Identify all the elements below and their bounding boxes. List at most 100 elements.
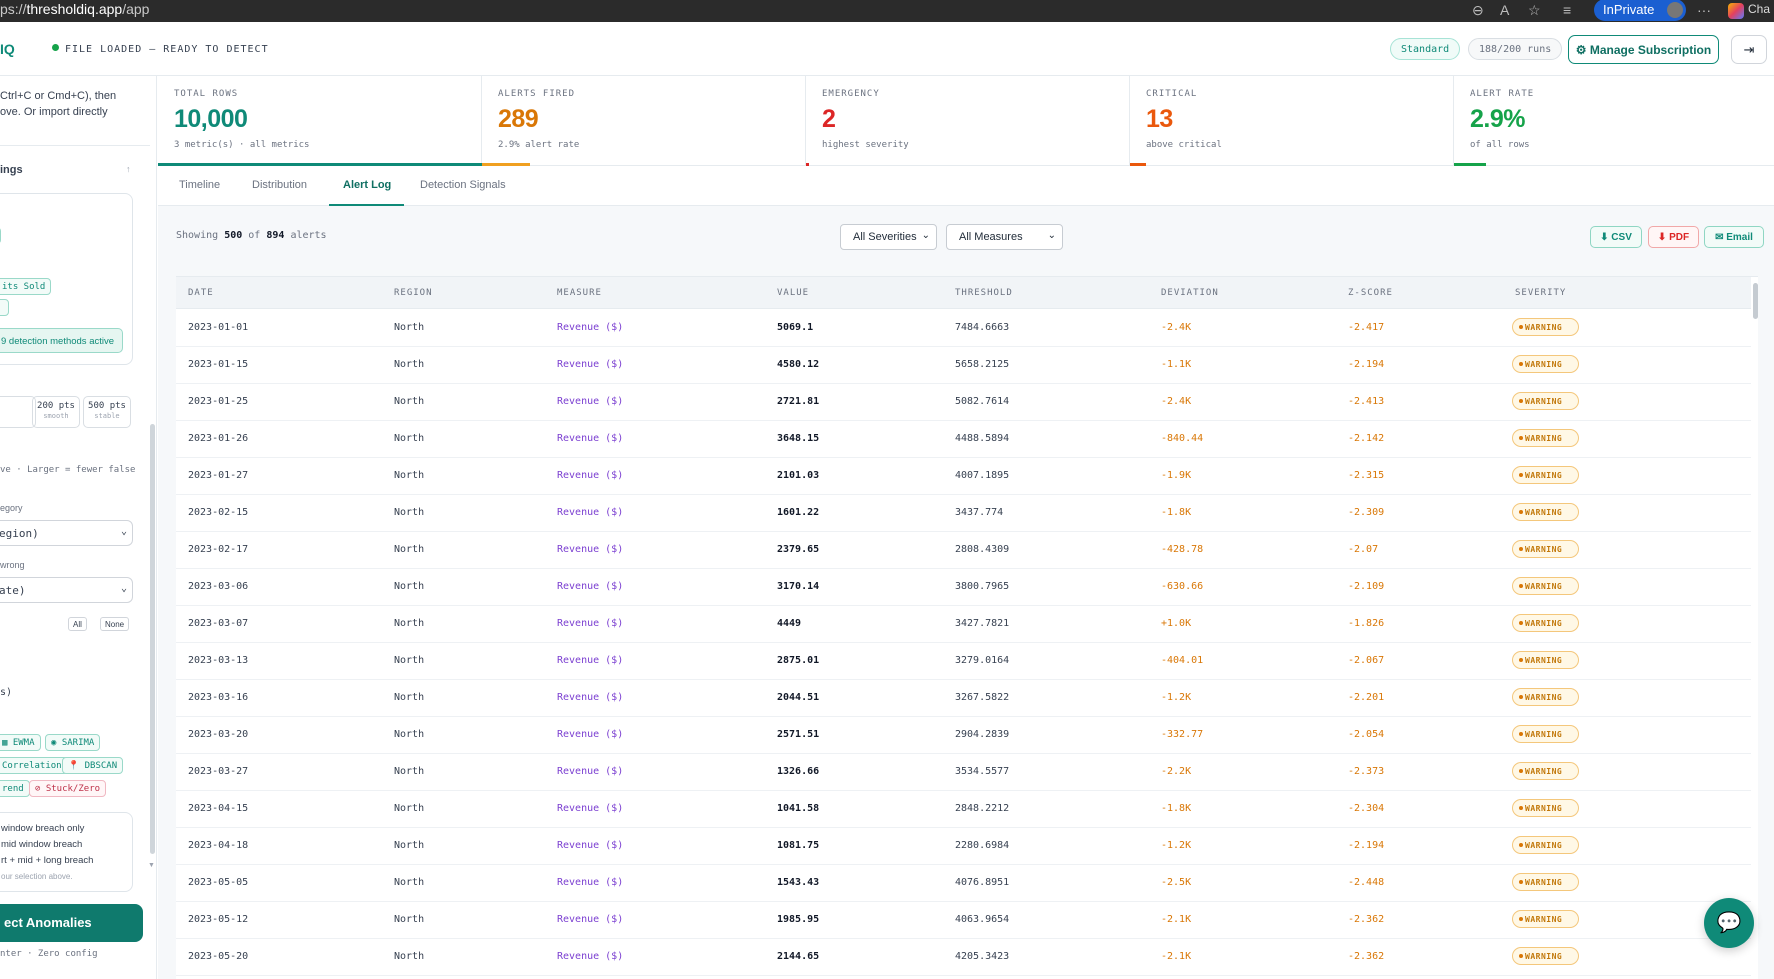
zoom-out-icon[interactable]: ⊖ xyxy=(1472,2,1484,18)
method-tag-sarima[interactable]: ◉ SARIMA xyxy=(45,734,101,751)
table-row[interactable]: 2023-05-05 North Revenue ($) 1543.43 4076.89… xyxy=(176,865,1751,902)
address-bar[interactable]: ps://thresholdiq.app/app xyxy=(0,1,149,17)
cell-measure[interactable]: Revenue ($) xyxy=(557,359,624,370)
severity-filter-select[interactable]: All Severities ⌄ xyxy=(840,224,937,250)
export-csv-button[interactable]: ⬇ CSV xyxy=(1590,226,1642,248)
table-row[interactable]: 2023-03-13 North Revenue ($) 2875.01 3279.01… xyxy=(176,643,1751,680)
col-header-value[interactable]: VALUE xyxy=(777,288,810,298)
cell-measure[interactable]: Revenue ($) xyxy=(557,507,624,518)
col-header-deviation[interactable]: DEVIATION xyxy=(1161,288,1219,298)
measure-filter-select[interactable]: All Measures ⌄ xyxy=(946,224,1063,250)
cell-measure[interactable]: Revenue ($) xyxy=(557,433,624,444)
metric-tag-cut[interactable] xyxy=(0,227,1,244)
url-prefix: ps:// xyxy=(0,1,27,17)
sidebar-scrollbar[interactable] xyxy=(150,424,155,854)
table-row[interactable]: 2023-01-26 North Revenue ($) 3648.15 4488.58… xyxy=(176,421,1751,458)
select-none-button[interactable]: None xyxy=(100,617,130,631)
breach-card: window breach only mid window breach rt … xyxy=(0,812,133,892)
chat-button[interactable]: 💬 xyxy=(1704,898,1754,948)
cell-value: 1601.22 xyxy=(777,507,820,518)
favorite-star-icon[interactable]: ☆ xyxy=(1528,2,1541,18)
table-row[interactable]: 2023-05-20 North Revenue ($) 2144.65 4205.34… xyxy=(176,939,1751,976)
cell-measure[interactable]: Revenue ($) xyxy=(557,322,624,333)
col-header-measure[interactable]: MEASURE xyxy=(557,288,602,298)
copilot-icon[interactable] xyxy=(1728,3,1744,19)
method-tag-ewma[interactable]: ▦ EWMA xyxy=(0,734,41,751)
cell-value: 2875.01 xyxy=(777,655,820,666)
metric-tag-cut-2[interactable] xyxy=(0,299,9,316)
cell-measure[interactable]: Revenue ($) xyxy=(557,914,624,925)
category-select[interactable]: egion) ⌄ xyxy=(0,520,133,546)
cell-measure[interactable]: Revenue ($) xyxy=(557,581,624,592)
method-tag-correlation[interactable]: Correlation xyxy=(0,757,68,774)
main-content: TOTAL ROWS 10,000 3 metric(s) · all metr… xyxy=(158,76,1774,979)
pts-option-cut[interactable] xyxy=(0,396,36,428)
method-tag-stuck-zero[interactable]: ⊘ Stuck/Zero xyxy=(29,780,107,797)
favorites-list-icon[interactable]: ≡ xyxy=(1563,2,1572,18)
more-menu-icon[interactable]: ··· xyxy=(1697,2,1711,18)
tab-alert-log[interactable]: Alert Log xyxy=(343,179,392,191)
col-header-region[interactable]: REGION xyxy=(394,288,433,298)
tab-detection-signals[interactable]: Detection Signals xyxy=(420,179,506,191)
cell-measure[interactable]: Revenue ($) xyxy=(557,803,624,814)
collapse-chevron-icon[interactable]: ↑ xyxy=(126,164,131,174)
inprivate-badge[interactable]: InPrivate xyxy=(1594,0,1686,21)
table-row[interactable]: 2023-02-17 North Revenue ($) 2379.65 2808.43… xyxy=(176,532,1751,569)
date-select[interactable]: ate) ⌄ xyxy=(0,577,133,603)
table-row[interactable]: 2023-01-27 North Revenue ($) 2101.03 4007.18… xyxy=(176,458,1751,495)
table-row[interactable]: 2023-03-16 North Revenue ($) 2044.51 3267.58… xyxy=(176,680,1751,717)
export-pdf-button[interactable]: ⬇ PDF xyxy=(1648,226,1699,248)
table-row[interactable]: 2023-03-07 North Revenue ($) 4449 3427.7821 +… xyxy=(176,606,1751,643)
table-row[interactable]: 2023-01-01 North Revenue ($) 5069.1 7484.666… xyxy=(176,310,1751,347)
cell-measure[interactable]: Revenue ($) xyxy=(557,470,624,481)
table-row[interactable]: 2023-05-12 North Revenue ($) 1985.95 4063.96… xyxy=(176,902,1751,939)
metric-tag-units-sold[interactable]: its Sold xyxy=(0,278,52,295)
manage-subscription-button[interactable]: ⚙ Manage Subscription xyxy=(1568,35,1719,64)
cell-measure[interactable]: Revenue ($) xyxy=(557,655,624,666)
export-email-button[interactable]: ✉ Email xyxy=(1704,226,1764,248)
table-scrollbar[interactable] xyxy=(1753,283,1758,319)
table-row[interactable]: 2023-03-20 North Revenue ($) 2571.51 2904.28… xyxy=(176,717,1751,754)
stat-sub: above critical xyxy=(1146,140,1222,150)
cell-measure[interactable]: Revenue ($) xyxy=(557,840,624,851)
cell-measure[interactable]: Revenue ($) xyxy=(557,877,624,888)
table-row[interactable]: 2023-01-15 North Revenue ($) 4580.12 5658.21… xyxy=(176,347,1751,384)
method-tag-trend[interactable]: rend xyxy=(0,780,30,797)
cell-deviation: -1.8K xyxy=(1161,507,1192,518)
cell-measure[interactable]: Revenue ($) xyxy=(557,544,624,555)
table-row[interactable]: 2023-04-18 North Revenue ($) 1081.75 2280.69… xyxy=(176,828,1751,865)
method-tag-dbscan[interactable]: 📍 DBSCAN xyxy=(62,757,124,774)
cell-measure[interactable]: Revenue ($) xyxy=(557,951,624,962)
pts-option-200[interactable]: 200 pts smooth xyxy=(32,396,80,428)
logout-button[interactable]: ⇥ xyxy=(1731,35,1767,64)
table-row[interactable]: 2023-03-06 North Revenue ($) 3170.14 3800.79… xyxy=(176,569,1751,606)
pts-option-500[interactable]: 500 pts stable xyxy=(83,396,131,428)
table-row[interactable]: 2023-01-25 North Revenue ($) 2721.81 5082.76… xyxy=(176,384,1751,421)
stat-value: 13 xyxy=(1146,105,1173,133)
severity-filter-value: All Severities xyxy=(853,231,917,243)
tab-distribution[interactable]: Distribution xyxy=(252,179,308,191)
detect-anomalies-button[interactable]: ect Anomalies xyxy=(0,904,143,942)
col-header-z-score[interactable]: Z-SCORE xyxy=(1348,288,1393,298)
read-aloud-icon[interactable]: A xyxy=(1500,2,1510,18)
cell-measure[interactable]: Revenue ($) xyxy=(557,692,624,703)
tab-timeline[interactable]: Timeline xyxy=(179,179,221,191)
table-row[interactable]: 2023-04-15 North Revenue ($) 1041.58 2848.22… xyxy=(176,791,1751,828)
cell-measure[interactable]: Revenue ($) xyxy=(557,729,624,740)
cell-threshold: 3534.5577 xyxy=(955,766,1010,777)
table-row[interactable]: 2023-03-27 North Revenue ($) 1326.66 3534.55… xyxy=(176,754,1751,791)
cell-measure[interactable]: Revenue ($) xyxy=(557,618,624,629)
app-logo[interactable]: IQ xyxy=(0,41,15,57)
scroll-down-icon[interactable]: ▼ xyxy=(148,862,155,869)
col-header-date[interactable]: DATE xyxy=(188,288,214,298)
cell-threshold: 3437.774 xyxy=(955,507,1004,518)
cell-measure[interactable]: Revenue ($) xyxy=(557,396,624,407)
cell-value: 3648.15 xyxy=(777,433,820,444)
select-all-button[interactable]: All xyxy=(68,617,87,631)
col-header-severity[interactable]: SEVERITY xyxy=(1515,288,1567,298)
stat-label: ALERTS FIRED xyxy=(498,89,576,99)
col-header-threshold[interactable]: THRESHOLD xyxy=(955,288,1013,298)
cell-measure[interactable]: Revenue ($) xyxy=(557,766,624,777)
table-row[interactable]: 2023-02-15 North Revenue ($) 1601.22 3437.77… xyxy=(176,495,1751,532)
cell-value: 5069.1 xyxy=(777,322,814,333)
